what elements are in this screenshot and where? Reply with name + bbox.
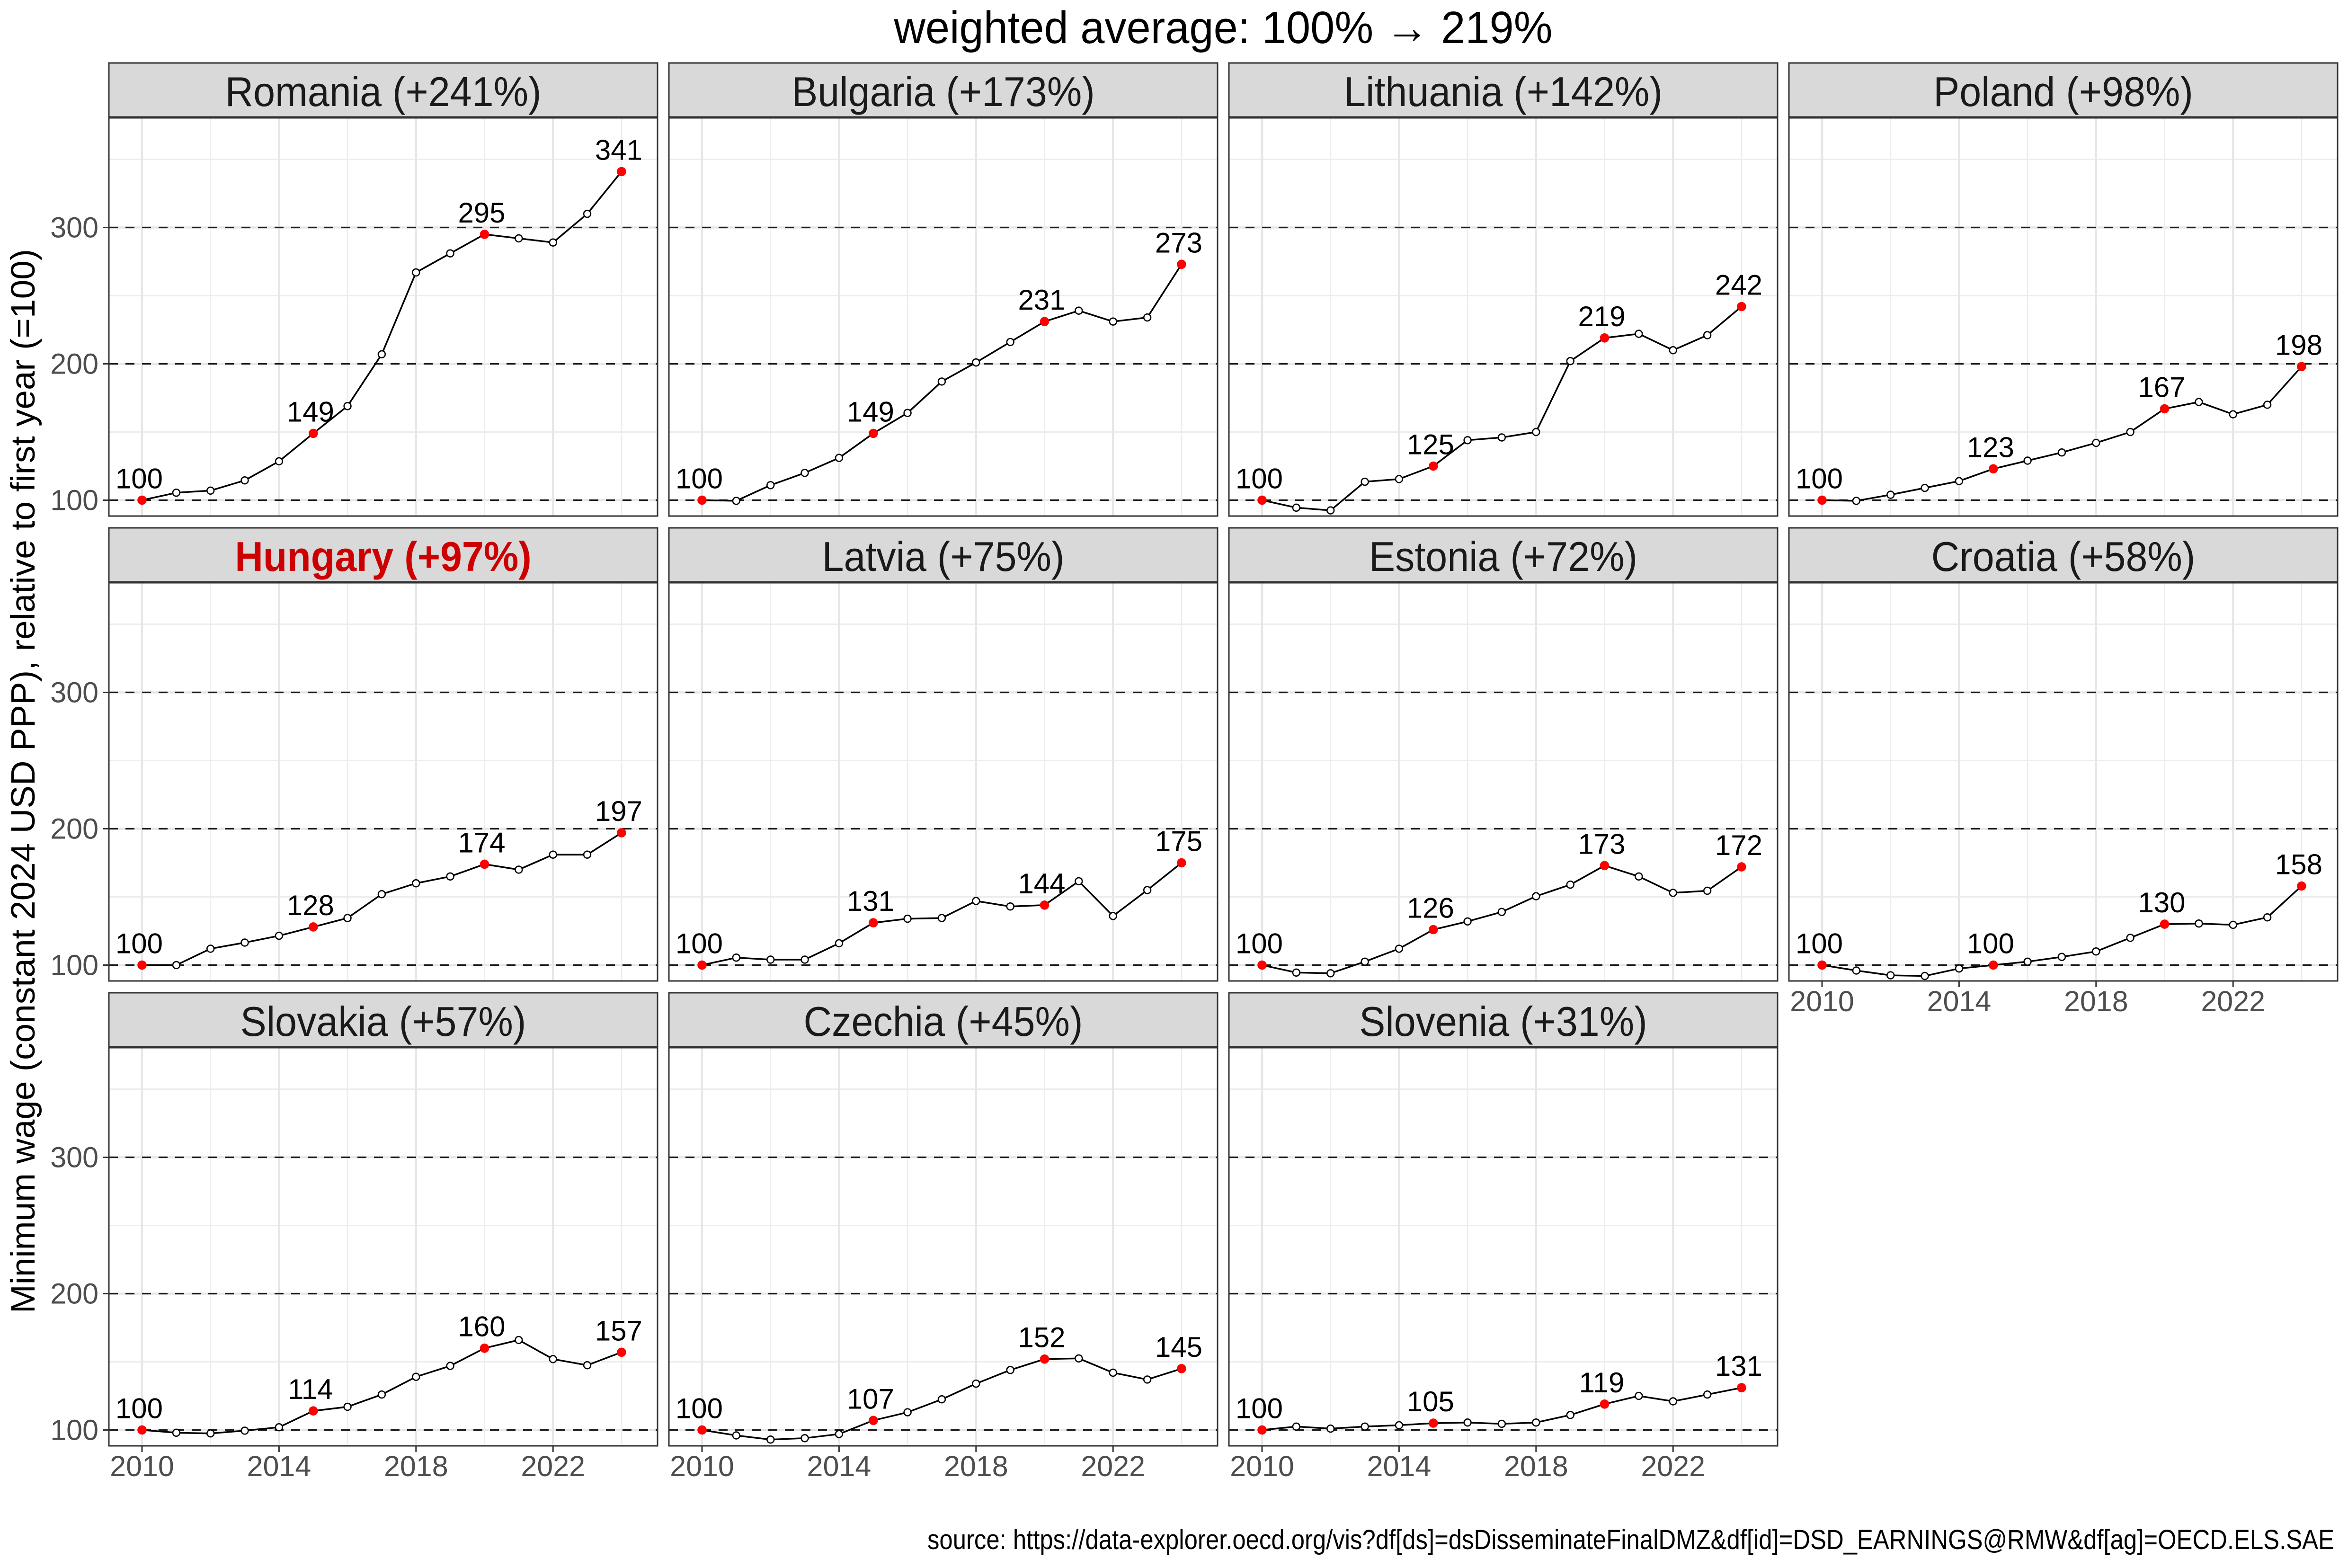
svg-text:100: 100 [50, 1414, 98, 1446]
svg-text:300: 300 [50, 1141, 98, 1174]
svg-text:2018: 2018 [1504, 1450, 1568, 1482]
svg-text:2018: 2018 [384, 1450, 448, 1482]
svg-text:2014: 2014 [247, 1450, 311, 1482]
svg-text:Czechia (+45%): Czechia (+45%) [804, 998, 1083, 1045]
svg-text:2014: 2014 [1367, 1450, 1432, 1482]
svg-text:144: 144 [1018, 868, 1065, 900]
svg-text:198: 198 [2275, 329, 2322, 361]
svg-text:Romania (+241%): Romania (+241%) [225, 68, 541, 115]
svg-text:Hungary (+97%): Hungary (+97%) [235, 533, 532, 580]
svg-text:2010: 2010 [670, 1450, 734, 1482]
svg-text:341: 341 [595, 134, 642, 166]
svg-text:Estonia (+72%): Estonia (+72%) [1369, 533, 1637, 580]
svg-text:114: 114 [288, 1373, 333, 1405]
svg-text:167: 167 [2138, 372, 2185, 403]
svg-text:131: 131 [1715, 1350, 1762, 1382]
svg-text:231: 231 [1018, 284, 1065, 316]
svg-text:100: 100 [676, 463, 723, 495]
svg-text:300: 300 [50, 677, 98, 709]
svg-text:2022: 2022 [1081, 1450, 1145, 1482]
svg-text:173: 173 [1578, 828, 1625, 860]
svg-text:100: 100 [676, 1393, 723, 1425]
svg-text:2022: 2022 [2201, 985, 2265, 1017]
svg-text:200: 200 [50, 348, 98, 380]
svg-text:295: 295 [458, 197, 505, 229]
svg-text:100: 100 [116, 928, 163, 960]
svg-text:weighted average: 100% → 219%: weighted average: 100% → 219% [894, 2, 1553, 53]
svg-text:source: https://data-explorer.: source: https://data-explorer.oecd.org/v… [927, 1524, 2334, 1555]
svg-text:152: 152 [1018, 1322, 1065, 1354]
svg-text:149: 149 [287, 396, 334, 428]
svg-text:Latvia (+75%): Latvia (+75%) [822, 533, 1065, 580]
svg-text:100: 100 [1967, 928, 2014, 960]
svg-text:2010: 2010 [110, 1450, 174, 1482]
svg-text:100: 100 [1236, 1393, 1283, 1425]
svg-text:123: 123 [1967, 431, 2014, 463]
svg-text:100: 100 [50, 949, 98, 981]
svg-text:100: 100 [676, 928, 723, 960]
svg-text:125: 125 [1407, 429, 1454, 461]
svg-text:100: 100 [1796, 928, 1843, 960]
svg-text:100: 100 [1236, 463, 1283, 495]
svg-text:Minimum wage (constant 2024 US: Minimum wage (constant 2024 USD PPP), re… [5, 249, 42, 1313]
svg-text:200: 200 [50, 1278, 98, 1310]
svg-text:Slovakia (+57%): Slovakia (+57%) [240, 998, 526, 1045]
svg-text:128: 128 [287, 890, 334, 921]
svg-text:100: 100 [1236, 928, 1283, 960]
svg-text:119: 119 [1579, 1367, 1625, 1399]
svg-text:2018: 2018 [944, 1450, 1008, 1482]
svg-text:100: 100 [50, 484, 98, 517]
svg-text:Slovenia (+31%): Slovenia (+31%) [1359, 998, 1647, 1045]
svg-text:2022: 2022 [1641, 1450, 1705, 1482]
svg-text:145: 145 [1155, 1331, 1202, 1363]
svg-text:300: 300 [50, 212, 98, 244]
svg-text:174: 174 [458, 827, 505, 858]
svg-text:2022: 2022 [521, 1450, 585, 1482]
svg-text:Lithuania (+142%): Lithuania (+142%) [1344, 68, 1663, 115]
svg-text:157: 157 [595, 1315, 642, 1346]
svg-text:160: 160 [458, 1311, 505, 1343]
svg-text:197: 197 [595, 795, 642, 827]
svg-text:2014: 2014 [807, 1450, 872, 1482]
svg-text:100: 100 [116, 463, 163, 495]
svg-text:Poland (+98%): Poland (+98%) [1933, 68, 2193, 115]
svg-text:2010: 2010 [1230, 1450, 1294, 1482]
svg-text:2018: 2018 [2064, 985, 2128, 1017]
svg-text:2010: 2010 [1790, 985, 1854, 1017]
svg-text:172: 172 [1715, 829, 1762, 861]
svg-text:105: 105 [1407, 1386, 1454, 1417]
svg-text:158: 158 [2275, 849, 2322, 881]
svg-text:175: 175 [1155, 826, 1202, 857]
svg-text:149: 149 [847, 396, 894, 428]
svg-text:Bulgaria (+173%): Bulgaria (+173%) [792, 68, 1095, 115]
svg-text:100: 100 [1796, 463, 1843, 495]
svg-text:2014: 2014 [1927, 985, 1992, 1017]
svg-text:200: 200 [50, 813, 98, 845]
svg-text:107: 107 [847, 1383, 894, 1415]
svg-text:126: 126 [1407, 892, 1454, 924]
svg-text:Croatia (+58%): Croatia (+58%) [1931, 533, 2196, 580]
svg-text:242: 242 [1715, 269, 1762, 301]
svg-text:100: 100 [116, 1393, 163, 1425]
svg-text:131: 131 [847, 885, 894, 917]
svg-text:219: 219 [1578, 301, 1625, 332]
svg-text:130: 130 [2138, 887, 2185, 918]
svg-text:273: 273 [1155, 227, 1202, 258]
